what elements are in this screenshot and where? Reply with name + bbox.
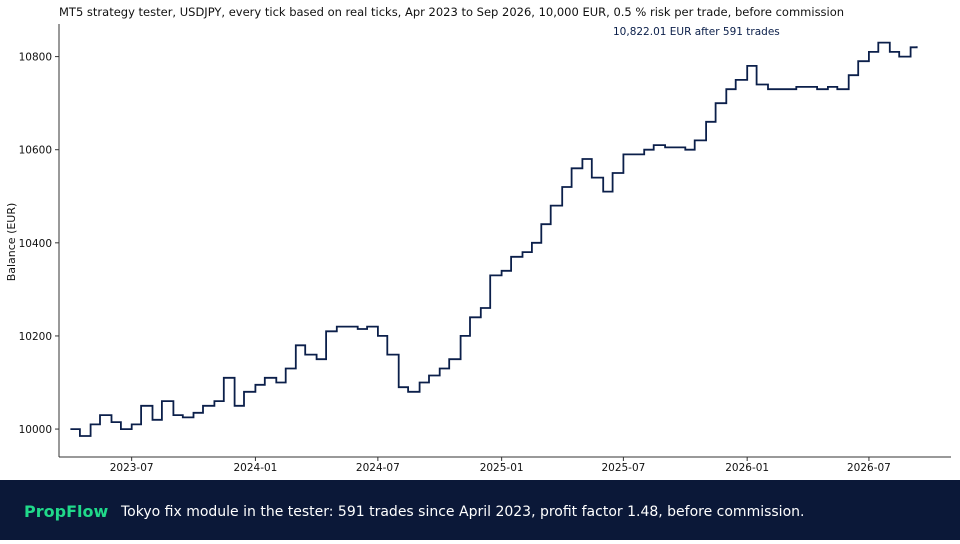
chart-axes [58, 24, 951, 458]
y-tick-label: 10400 [19, 238, 52, 250]
x-tick-label: 2024-07 [356, 462, 400, 474]
y-tick-label: 10800 [19, 52, 52, 64]
x-tick-label: 2025-01 [480, 462, 524, 474]
x-ticks: 2023-07 2024-01 2024-07 2025-01 2025-07 2026-… [110, 457, 891, 474]
x-tick-label: 2026-07 [847, 462, 891, 474]
chart-title: MT5 strategy tester, USDJPY, every tick … [59, 5, 845, 19]
balance-line [70, 41, 918, 437]
y-ticks: 10000 10200 10400 10600 10800 [19, 52, 59, 436]
x-tick-label: 2026-01 [725, 462, 769, 474]
x-tick-label: 2023-07 [110, 462, 154, 474]
y-tick-label: 10200 [19, 331, 52, 343]
brand-logo: PropFlow [24, 502, 109, 521]
final-balance-annotation: 10,822.01 EUR after 591 trades [613, 26, 780, 38]
y-axis-label: Balance (EUR) [5, 203, 18, 282]
footer-banner: PropFlow Tokyo fix module in the tester:… [0, 480, 960, 540]
y-tick-label: 10600 [19, 145, 52, 157]
balance-chart: 10000 10200 10400 10600 10800 2023-07 2024-01… [5, 24, 951, 474]
x-tick-label: 2025-07 [601, 462, 645, 474]
footer-caption: Tokyo fix module in the tester: 591 trad… [121, 504, 805, 520]
x-tick-label: 2024-01 [233, 462, 277, 474]
y-tick-label: 10000 [19, 424, 52, 436]
